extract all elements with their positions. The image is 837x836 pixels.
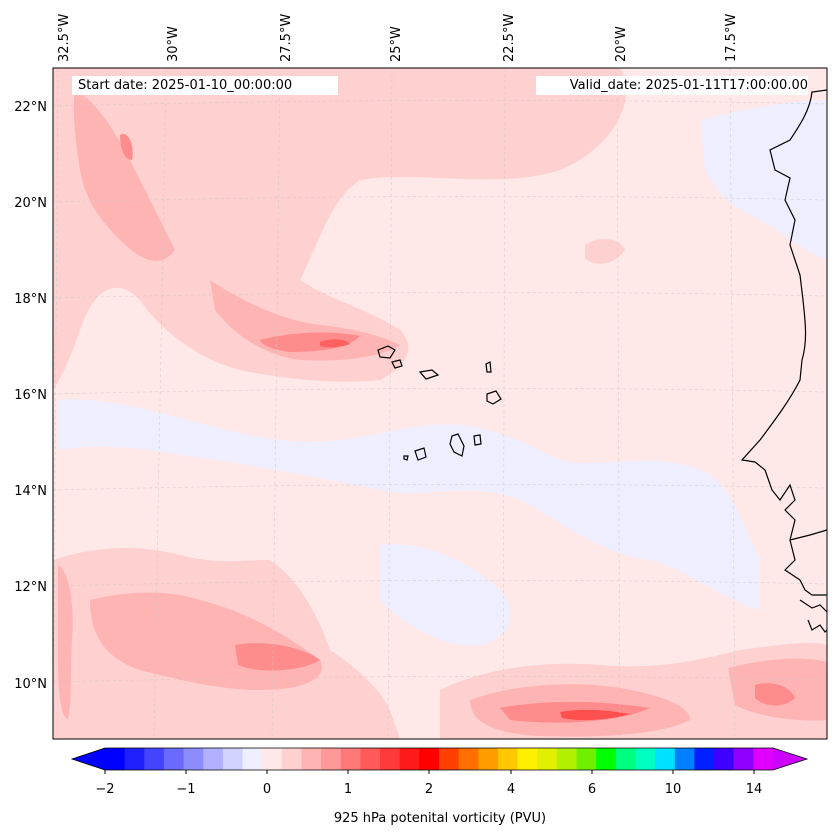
colorbar-cell (281, 748, 302, 770)
pv-positive-core-band (320, 339, 350, 348)
colorbar-cell (340, 748, 361, 770)
guinea-bissau-coast (799, 599, 827, 613)
start-date-text: Start date: 2025-01-10_00:00:00 (78, 78, 293, 93)
colorbar-cell (222, 748, 243, 770)
colorbar-cells (105, 748, 774, 770)
island-boa-vista (486, 390, 502, 405)
lat-label: 20°N (14, 196, 47, 211)
longitude-labels: 32.5°W 30°W 27.5°W 25°W 22.5°W 20°W 17.5… (57, 14, 739, 62)
colorbar-cell (753, 748, 774, 770)
colorbar-cell (517, 748, 538, 770)
latitude-labels: 22°N 20°N 18°N 16°N 14°N 12°N 10°N (14, 100, 47, 692)
pv-positive-region-north-3 (120, 134, 133, 160)
colorbar-cell (537, 748, 558, 770)
pv-field (53, 68, 827, 739)
colorbar-cell (203, 748, 224, 770)
pv-positive-region-sw-3 (235, 643, 320, 671)
island-sal (485, 361, 492, 373)
start-date-box: Start date: 2025-01-10_00:00:00 (72, 76, 338, 95)
map-frame (52, 67, 828, 740)
african-coastline (740, 89, 827, 596)
colorbar-cell (183, 748, 204, 770)
colorbar-tick-label: 0 (263, 782, 271, 797)
lon-label: 25°W (389, 26, 404, 62)
pv-positive-core-se (560, 709, 630, 721)
colorbar-tick-label: 14 (746, 782, 763, 797)
colorbar-cell (419, 748, 440, 770)
guinea-coast (807, 619, 827, 633)
lon-label: 17.5°W (724, 14, 739, 62)
lon-label: 30°W (166, 26, 181, 62)
colorbar-cell (321, 748, 342, 770)
colorbar: −2 −1 0 1 2 4 6 10 14 925 hPa potenital … (70, 747, 809, 826)
valid-date-box: Valid_date: 2025-01-11T17:00:00.00 (536, 76, 808, 95)
colorbar-max-extend (773, 748, 807, 770)
lon-label: 22.5°W (502, 14, 517, 62)
island-sao-nicolau (418, 369, 440, 380)
pv-positive-region-east-1 (585, 238, 625, 264)
colorbar-cell (576, 748, 597, 770)
colorbar-cell (360, 748, 381, 770)
colorbar-cell (596, 748, 617, 770)
lat-label: 16°N (14, 388, 47, 403)
colorbar-cell (694, 748, 715, 770)
pv-positive-region-far-se-3 (755, 683, 795, 706)
colorbar-cell (458, 748, 479, 770)
lon-label: 32.5°W (57, 14, 72, 62)
gridlines (53, 68, 827, 739)
colorbar-cell (556, 748, 577, 770)
colorbar-cell (163, 748, 184, 770)
island-fogo (414, 447, 427, 461)
colorbar-cell (124, 748, 145, 770)
colorbar-cell (615, 748, 636, 770)
lon-label: 27.5°W (279, 14, 294, 62)
island-sao-vicente (391, 359, 403, 369)
colorbar-tick-label: 1 (344, 782, 352, 797)
valid-date-text: Valid_date: 2025-01-11T17:00:00.00 (569, 78, 808, 93)
colorbar-cell (399, 748, 420, 770)
colorbar-cell (635, 748, 656, 770)
gambia-coast (789, 529, 827, 541)
colorbar-cell (105, 748, 126, 770)
pv-positive-region-west-edge-2 (58, 565, 73, 720)
colorbar-ticks (104, 770, 755, 774)
colorbar-cell (262, 748, 283, 770)
lat-label: 10°N (14, 677, 47, 692)
pv-positive-region-north-1 (53, 68, 627, 390)
island-brava (403, 455, 409, 461)
island-maio (473, 434, 482, 446)
colorbar-tick-label: 2 (425, 782, 433, 797)
colorbar-tick-label: 6 (588, 782, 596, 797)
colorbar-cell (380, 748, 401, 770)
colorbar-cell (655, 748, 676, 770)
colorbar-tick-label: 10 (665, 782, 682, 797)
island-santo-antao (377, 345, 396, 359)
island-santiago (449, 433, 465, 457)
pv-negative-region-central (58, 399, 760, 610)
colorbar-tick-label: −1 (176, 782, 195, 797)
colorbar-cell (674, 748, 695, 770)
colorbar-tick-label: −2 (95, 782, 114, 797)
colorbar-cell (714, 748, 735, 770)
colorbar-cell (439, 748, 460, 770)
colorbar-cell (301, 748, 322, 770)
lat-label: 12°N (14, 580, 47, 595)
colorbar-cell (478, 748, 499, 770)
colorbar-tick-label: 4 (507, 782, 515, 797)
lon-label: 20°W (614, 26, 629, 62)
colorbar-cell (144, 748, 165, 770)
lat-label: 22°N (14, 100, 47, 115)
colorbar-cell (497, 748, 518, 770)
colorbar-cell (242, 748, 263, 770)
pv-positive-region-north-2 (73, 90, 175, 261)
pv-negative-region-south (380, 544, 511, 646)
lat-label: 18°N (14, 292, 47, 307)
colorbar-min-extend (72, 748, 105, 770)
colorbar-cell (733, 748, 754, 770)
colorbar-label: 925 hPa potenital vorticity (PVU) (334, 811, 546, 826)
coastlines (377, 89, 827, 633)
lat-label: 14°N (14, 484, 47, 499)
